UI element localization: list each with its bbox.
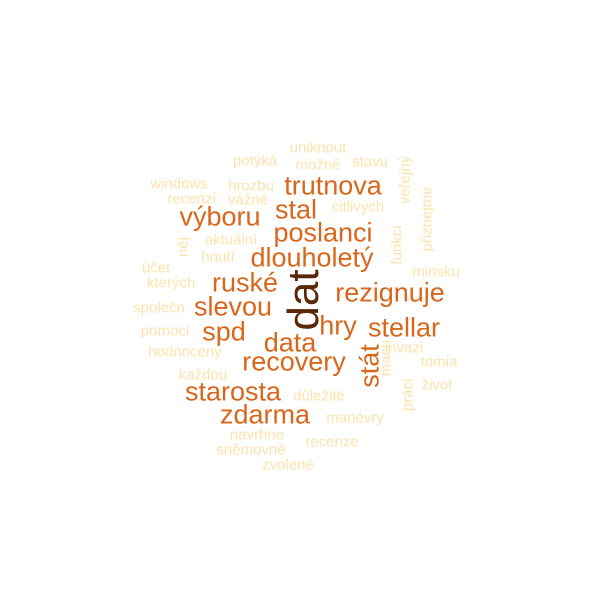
- word-stellar: stellar: [367, 312, 441, 343]
- word-uniknout: uniknout: [289, 139, 347, 157]
- word-hnuti: hnutí: [201, 248, 235, 266]
- word-pomoci: pomoci: [140, 322, 190, 340]
- word-zdarma: zdarma: [219, 399, 311, 430]
- word-stavu: stavu: [352, 153, 388, 171]
- word-vyboru: výboru: [179, 201, 261, 232]
- word-priznejme: přiznejme: [418, 186, 436, 252]
- word-trutnova: trutnova: [284, 170, 382, 201]
- word-aktualni: aktuální: [204, 231, 258, 249]
- word-minsku: minsku: [412, 263, 460, 281]
- word-manevry: manévry: [326, 409, 384, 427]
- word-dlouholety: dlouholetý: [250, 242, 374, 273]
- word-zvolene: zvolené: [262, 456, 314, 474]
- word-spolecn: společn: [133, 299, 185, 317]
- word-tomia: tomia: [420, 353, 458, 371]
- word-potyka: potýká: [232, 152, 278, 170]
- word-kterych: kterých: [146, 274, 196, 292]
- word-hodnoceny: hodnocený: [148, 343, 222, 361]
- word-mozne: možné: [295, 156, 341, 174]
- word-snemovne: sněmovně: [216, 441, 286, 459]
- word-rezignuje: rezignuje: [335, 277, 445, 308]
- word-windows: windows: [150, 175, 208, 193]
- word-funkci: funkci: [388, 225, 406, 265]
- word-hrozbu: hrozbu: [228, 177, 274, 195]
- word-dulezite: důležité: [293, 387, 345, 405]
- word-nej: něj: [174, 236, 192, 258]
- word-poslanci: poslanci: [273, 217, 373, 248]
- word-recovery: recovery: [242, 346, 346, 377]
- word-zivot: život: [421, 376, 453, 394]
- word-navrhne: navrhne: [229, 426, 285, 444]
- word-citlivych: citlivých: [331, 198, 385, 216]
- word-vazne: vážné: [227, 191, 269, 209]
- word-verejny: veřejný: [396, 155, 414, 205]
- word-praci: práci: [399, 378, 417, 412]
- word-invazi: invazi: [384, 339, 424, 357]
- word-spd: spd: [202, 316, 246, 347]
- word-recenzi: recenzí: [167, 190, 217, 208]
- word-slevou: slevou: [193, 291, 273, 322]
- word-recenze: recenze: [305, 433, 359, 451]
- word-data: data: [263, 327, 317, 358]
- word-kazdou: každou: [178, 366, 228, 384]
- word-starosta: starosta: [184, 376, 282, 407]
- word-hry: hry: [319, 310, 357, 341]
- word-ucet: účet: [141, 259, 171, 277]
- word-macu: macu: [377, 339, 395, 377]
- word-ruske: ruské: [211, 267, 279, 298]
- word-stal: stal: [274, 194, 318, 225]
